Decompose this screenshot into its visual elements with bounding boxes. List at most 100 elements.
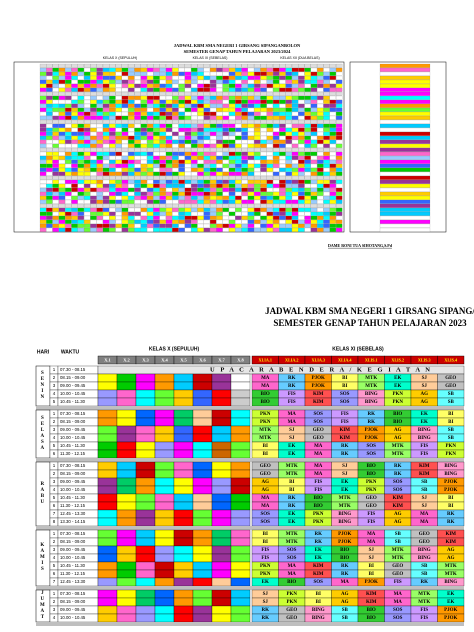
preview-cell (77, 147, 84, 152)
preview-side-cell (379, 151, 431, 156)
preview-cell (247, 143, 255, 148)
preview-cell (210, 167, 217, 172)
preview-cell (228, 215, 236, 220)
preview-cell (71, 147, 78, 152)
preview-cell (222, 195, 229, 200)
subject-code: MTK (286, 464, 298, 469)
preview-cell (159, 91, 166, 96)
preview-cell (210, 147, 217, 152)
subject-code: RK (341, 444, 349, 449)
subject-code: BING (338, 520, 351, 525)
preview-cell (260, 75, 267, 80)
preview-cell (191, 103, 198, 108)
preview-cell (115, 79, 122, 84)
preview-cell (159, 103, 166, 108)
preview-cell (52, 99, 59, 104)
class-x-cell (173, 397, 194, 407)
subject-code: EK (262, 580, 269, 585)
preview-cell (128, 163, 135, 168)
preview-cell (336, 199, 343, 204)
preview-cell (254, 167, 261, 172)
preview-cell (109, 83, 116, 88)
lesson-number: 5 (53, 399, 56, 404)
preview-cell (121, 151, 129, 156)
class-x-cell (230, 577, 251, 587)
preview-cell (336, 151, 343, 156)
preview-cell (291, 131, 299, 136)
preview-cell (191, 95, 198, 100)
class-x-cell (211, 441, 232, 451)
preview-cell (336, 215, 343, 220)
subject-code: BI (448, 420, 453, 425)
preview-cell (285, 223, 292, 228)
preview-cell (323, 155, 330, 160)
preview-cell (140, 171, 147, 176)
class-x-cell (135, 597, 156, 607)
preview-cell (184, 143, 192, 148)
preview-cell (285, 179, 292, 184)
class-x-cell (116, 397, 137, 407)
preview-cell (165, 79, 173, 84)
preview-cell (228, 75, 236, 80)
preview-cell (147, 175, 154, 180)
preview-cell (279, 127, 286, 132)
preview-cell (216, 175, 223, 180)
subject-code: BI (342, 376, 347, 381)
preview-cell (323, 143, 330, 148)
preview-cell (90, 127, 97, 132)
subject-code: EK (341, 488, 348, 493)
preview-cell (84, 135, 91, 140)
subject-code: PKN (392, 400, 403, 405)
preview-cell (291, 79, 299, 84)
class-x-cell (230, 613, 251, 623)
subject-code: MTK (339, 496, 351, 501)
preview-cell (291, 203, 299, 208)
preview-cell (96, 87, 103, 92)
class-x-cell (192, 597, 213, 607)
subject-code: MTK (286, 472, 298, 477)
lesson-time: 07.30 - 08.15 (60, 591, 86, 596)
preview-cell (310, 115, 318, 120)
preview-cell (134, 83, 141, 88)
preview-cell (310, 131, 318, 136)
preview-cell (109, 199, 116, 204)
preview-cell (273, 95, 280, 100)
preview-cell (90, 163, 97, 168)
preview-cell (241, 219, 248, 224)
subject-code: PKN (286, 600, 297, 605)
preview-cell (172, 183, 179, 188)
preview-cell (210, 91, 217, 96)
preview-cell (317, 167, 324, 172)
preview-cell (102, 171, 110, 176)
preview-cell (216, 151, 223, 156)
preview-cell (291, 87, 299, 92)
subject-code: MTK (418, 600, 430, 605)
class-name: X.8 (237, 358, 244, 363)
subject-code: BI (369, 564, 374, 569)
preview-cell (115, 211, 122, 216)
class-x-cell (173, 501, 194, 511)
preview-cell (90, 211, 97, 216)
preview-cell (134, 127, 141, 132)
preview-cell (172, 155, 179, 160)
day-separator (36, 406, 464, 410)
preview-cell (235, 131, 242, 136)
preview-cell (184, 155, 192, 160)
preview-cell (46, 91, 53, 96)
preview-cell (84, 143, 91, 148)
subject-code: BI (263, 540, 268, 545)
preview-cell (153, 223, 160, 228)
preview-cell (159, 63, 166, 68)
preview-cell (58, 91, 66, 96)
preview-cell (241, 91, 248, 96)
preview-cell (52, 191, 59, 196)
class-x-cell (154, 417, 175, 427)
preview-cell (329, 71, 336, 76)
class-x-cell (135, 529, 156, 539)
preview-cell (197, 187, 204, 192)
preview-cell (298, 151, 305, 156)
preview-cell (266, 139, 273, 144)
preview-cell (329, 103, 336, 108)
preview-cell (203, 91, 210, 96)
class-x-cell (192, 417, 213, 427)
